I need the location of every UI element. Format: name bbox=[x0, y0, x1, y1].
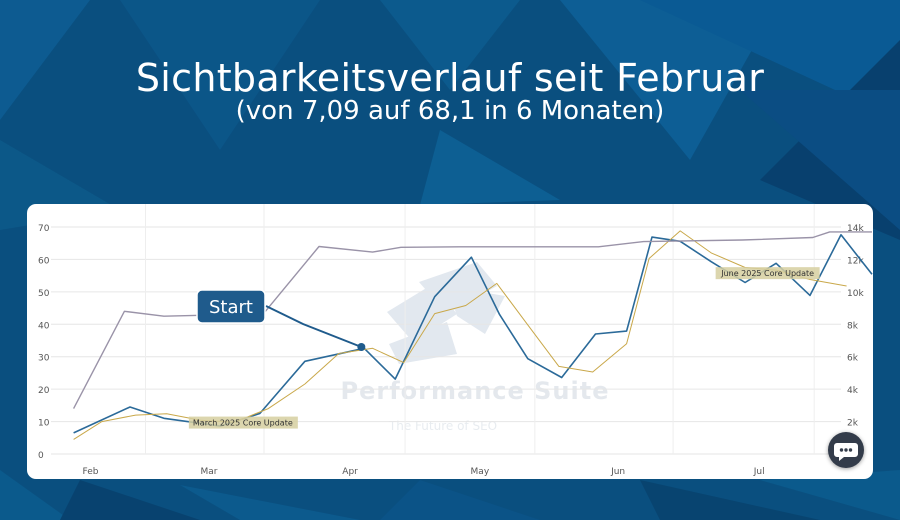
x-tick-label: Jul bbox=[753, 467, 765, 477]
chat-button[interactable] bbox=[828, 432, 864, 468]
series-line-trend bbox=[73, 230, 847, 440]
y-left-tick-label: 10 bbox=[38, 419, 50, 429]
annotation-march-core-update: March 2025 Core Update bbox=[193, 419, 293, 428]
x-tick-label: May bbox=[471, 467, 490, 477]
y-right-tick-label: 10k bbox=[847, 289, 864, 299]
chart-annotations: March 2025 Core Update June 2025 Core Upd… bbox=[188, 267, 820, 429]
y-left-tick-label: 20 bbox=[38, 386, 50, 396]
y-left-tick-label: 30 bbox=[38, 354, 50, 364]
annotation-june-core-update: June 2025 Core Update bbox=[720, 269, 814, 278]
visibility-chart: Performance Suite The Future of SEO 0 10 2… bbox=[38, 204, 873, 477]
y-left-tick-label: 50 bbox=[38, 289, 50, 299]
chart-series bbox=[72, 230, 873, 440]
annotation-box-june bbox=[715, 267, 820, 280]
start-callout-label: Start bbox=[209, 297, 253, 318]
x-tick-label: Feb bbox=[83, 467, 99, 477]
y-right-tick-label: 2k bbox=[847, 419, 859, 429]
y-right-tick-label: 8k bbox=[847, 321, 859, 331]
x-tick-label: Mar bbox=[201, 467, 218, 477]
page-subtitle: (von 7,09 auf 68,1 in 6 Monaten) bbox=[235, 96, 665, 126]
y-left-tick-label: 70 bbox=[38, 224, 50, 234]
annotation-box-march bbox=[188, 416, 298, 429]
y-right-tick-label: 12k bbox=[847, 256, 864, 266]
x-tick-label: Apr bbox=[342, 467, 358, 477]
y-right-tick-label: 6k bbox=[847, 354, 859, 364]
y-left-tick-label: 0 bbox=[38, 451, 44, 461]
watermark-tagline: The Future of SEO bbox=[388, 419, 497, 433]
y-right-tick-label: 4k bbox=[847, 386, 859, 396]
start-marker bbox=[357, 342, 366, 351]
chat-bubble-icon bbox=[834, 443, 858, 461]
page-title: Sichtbarkeitsverlauf seit Februar bbox=[135, 56, 765, 100]
y-left-tick-label: 40 bbox=[38, 321, 50, 331]
x-tick-label: Jun bbox=[610, 467, 625, 477]
chart-card: Performance Suite The Future of SEO 0 10 2… bbox=[27, 204, 873, 479]
start-callout-box bbox=[196, 289, 266, 324]
y-right-tick-label: 14k bbox=[847, 224, 864, 234]
series-line-keywords bbox=[72, 231, 872, 409]
watermark-logo-icon bbox=[387, 262, 505, 364]
chart-axes: 0 10 20 30 40 50 60 70 Feb Mar Apr May Jun Jul 2k 4k 6k 8… bbox=[38, 224, 864, 477]
watermark-brand: Performance Suite bbox=[341, 377, 610, 405]
y-left-tick-label: 60 bbox=[38, 256, 50, 266]
watermark: Performance Suite The Future of SEO bbox=[341, 262, 610, 433]
start-callout-leader bbox=[265, 305, 362, 348]
